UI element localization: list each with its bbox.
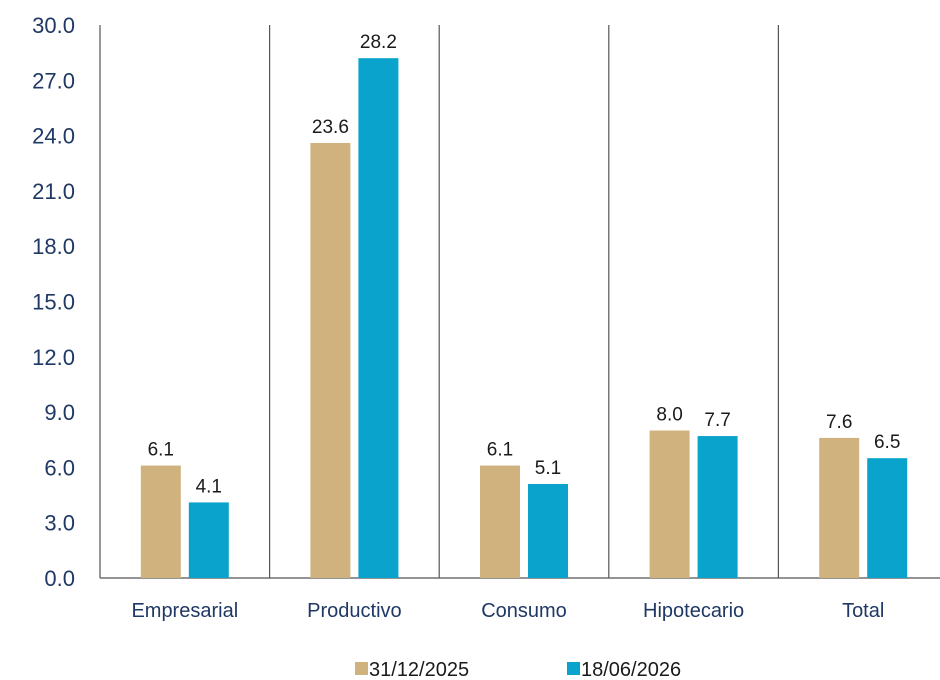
x-tick-label: Hipotecario — [643, 600, 744, 622]
legend-swatch-series-2 — [567, 662, 580, 675]
y-tick-label: 24.0 — [32, 124, 75, 149]
bar-productivo-series-1 — [310, 142, 351, 578]
bar-total-series-1 — [819, 437, 860, 578]
y-axis-ticks: 0.0 3.0 6.0 9.0 12.0 15.0 18.0 21.0 24.0 27.0 30.0 — [32, 13, 75, 591]
y-tick-label: 18.0 — [32, 234, 75, 259]
data-label: 6.1 — [148, 440, 174, 461]
bar-consumo-series-1 — [480, 465, 520, 578]
bar-productivo-series-2 — [358, 58, 399, 579]
axes — [99, 25, 940, 579]
x-tick-label: Total — [842, 600, 884, 622]
data-label: 4.1 — [196, 476, 222, 497]
data-label: 8.0 — [656, 405, 682, 426]
y-tick-label: 21.0 — [32, 179, 75, 204]
data-label: 7.6 — [826, 412, 852, 433]
y-tick-label: 6.0 — [44, 455, 75, 480]
bar-empresarial-series-1 — [140, 465, 181, 578]
bar-hipotecario-series-2 — [697, 436, 738, 578]
y-tick-label: 3.0 — [44, 511, 75, 536]
bars — [140, 58, 908, 579]
data-label: 28.2 — [360, 32, 397, 53]
y-tick-label: 30.0 — [32, 13, 75, 38]
y-tick-label: 9.0 — [44, 400, 75, 425]
bar-hipotecario-series-1 — [649, 430, 690, 578]
y-tick-label: 0.0 — [44, 566, 75, 591]
y-tick-label: 15.0 — [32, 290, 75, 315]
x-axis-ticks: Empresarial Productivo Consumo Hipotecario T… — [131, 600, 884, 622]
x-tick-label: Empresarial — [131, 600, 238, 622]
bar-consumo-series-2 — [528, 483, 568, 578]
category-separators — [269, 25, 780, 578]
data-label: 5.1 — [535, 458, 561, 479]
bar-empresarial-series-2 — [188, 502, 229, 578]
data-label: 6.5 — [874, 432, 900, 453]
y-tick-label: 27.0 — [32, 68, 75, 93]
data-label: 7.7 — [704, 410, 730, 431]
data-labels: 6.1 4.1 23.6 28.2 6.1 5.1 8.0 7.7 7.6 6.5 — [148, 32, 901, 497]
legend-swatch-series-1 — [355, 662, 368, 675]
x-tick-label: Productivo — [307, 600, 402, 622]
y-tick-label: 12.0 — [32, 345, 75, 370]
legend: 31/12/2025 18/06/2026 — [355, 659, 681, 680]
legend-label-series-2: 18/06/2026 — [581, 659, 681, 680]
data-label: 23.6 — [312, 117, 349, 138]
data-label: 6.1 — [487, 440, 513, 461]
legend-label-series-1: 31/12/2025 — [369, 659, 469, 680]
x-tick-label: Consumo — [481, 600, 567, 622]
bar-total-series-2 — [867, 458, 908, 578]
